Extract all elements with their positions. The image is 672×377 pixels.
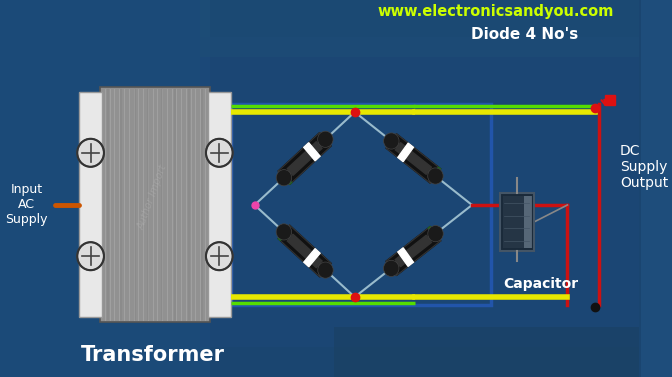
Polygon shape	[395, 235, 431, 267]
Text: Transformer: Transformer	[81, 345, 224, 365]
Circle shape	[427, 168, 443, 184]
Circle shape	[206, 242, 233, 270]
Polygon shape	[304, 248, 320, 267]
Bar	[0, 0, 210, 377]
Bar	[208, 92, 230, 317]
Text: Author Import: Author Import	[136, 163, 169, 231]
Polygon shape	[398, 248, 413, 267]
Circle shape	[276, 224, 292, 240]
Circle shape	[77, 242, 104, 270]
Circle shape	[77, 139, 104, 167]
Polygon shape	[386, 134, 441, 183]
Circle shape	[318, 131, 333, 147]
Polygon shape	[398, 143, 413, 162]
Polygon shape	[278, 230, 288, 241]
Circle shape	[384, 133, 399, 149]
Circle shape	[276, 170, 292, 186]
Bar	[100, 87, 210, 322]
Polygon shape	[428, 227, 437, 238]
Circle shape	[384, 260, 399, 276]
Text: Diode 4 No's: Diode 4 No's	[471, 28, 578, 43]
Bar	[200, 37, 639, 347]
Circle shape	[428, 225, 444, 242]
Polygon shape	[288, 142, 322, 175]
Circle shape	[206, 139, 233, 167]
Bar	[230, 104, 491, 305]
Bar	[200, 0, 639, 57]
Polygon shape	[282, 174, 292, 184]
Bar	[503, 196, 531, 248]
Bar	[79, 92, 102, 317]
Polygon shape	[278, 225, 331, 277]
Text: Input
AC
Supply: Input AC Supply	[5, 184, 48, 227]
Polygon shape	[395, 143, 431, 174]
Polygon shape	[278, 133, 331, 184]
Text: Capacitor: Capacitor	[503, 277, 578, 291]
Bar	[334, 327, 639, 377]
Polygon shape	[304, 143, 320, 161]
Polygon shape	[386, 227, 441, 276]
Bar	[500, 193, 534, 251]
Text: DC
Supply
Output: DC Supply Output	[620, 144, 668, 190]
Text: www.electronicsandyou.com: www.electronicsandyou.com	[378, 5, 614, 20]
Polygon shape	[287, 234, 322, 268]
Bar	[524, 196, 532, 248]
Circle shape	[318, 262, 333, 278]
Polygon shape	[431, 167, 441, 178]
